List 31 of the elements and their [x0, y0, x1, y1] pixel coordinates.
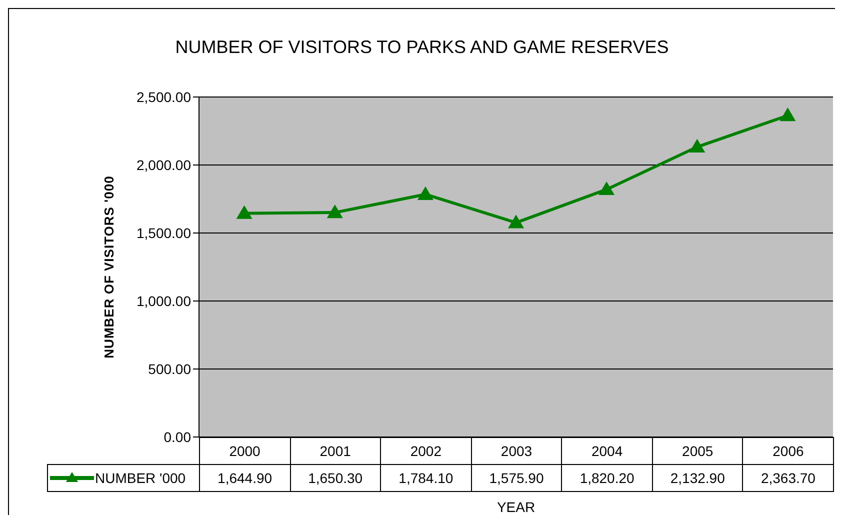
point [417, 186, 434, 200]
y-tick-label: 0.00 [164, 428, 192, 445]
data-label: 2,132.90 [652, 464, 744, 492]
data-label: 1,650.30 [290, 464, 382, 492]
point [508, 214, 524, 228]
point [326, 204, 343, 218]
x-axis-title: YEAR [496, 499, 536, 515]
x-tick-label: 2001 [290, 437, 382, 465]
point [598, 181, 615, 196]
legend-label: NUMBER '000 [95, 470, 186, 486]
x-tick-label: 2003 [470, 437, 562, 465]
data-label: 1,644.90 [199, 464, 291, 492]
point [236, 205, 252, 219]
data-label: 2,363.70 [742, 464, 834, 492]
y-tick-label: 2,500.00 [136, 88, 192, 105]
chart-title: NUMBER OF VISITORS TO PARKS AND GAME RESERVES [174, 37, 670, 58]
x-tick-label: 2004 [561, 437, 653, 465]
data-label: 1,784.10 [380, 464, 472, 492]
x-tick-label: 2000 [199, 437, 291, 465]
y-tick-label: 500.00 [148, 360, 192, 377]
x-tick-label: 2006 [742, 437, 834, 465]
y-tick-label: 1,000.00 [136, 292, 192, 309]
point [780, 108, 796, 122]
data-label: 1,820.20 [561, 464, 653, 492]
y-tick-label: 1,500.00 [136, 224, 192, 241]
point [689, 138, 706, 153]
y-axis-title: NUMBER OF VISITORS '000 [102, 176, 116, 358]
x-tick-label: 2005 [652, 437, 744, 465]
y-tick-label: 2,000.00 [136, 156, 192, 173]
x-tick-label: 2002 [380, 437, 472, 465]
data-label: 1,575.90 [470, 464, 562, 492]
